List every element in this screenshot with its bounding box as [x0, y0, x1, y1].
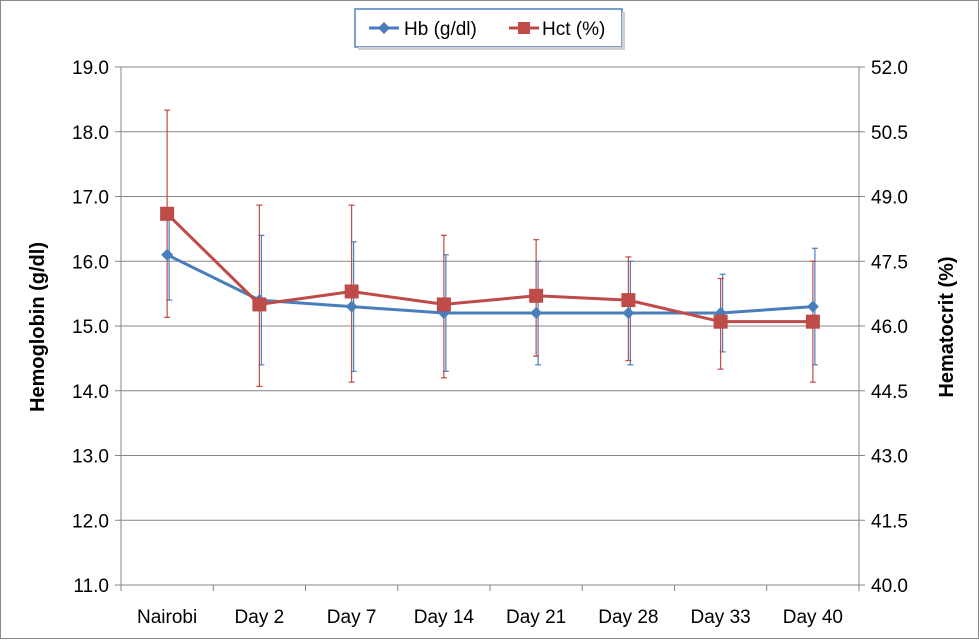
x-tick-label: Day 33 — [691, 607, 751, 628]
y-left-tick-label: 15.0 — [72, 317, 109, 338]
y-axis-left-title: Hemoglobin (g/dl) — [27, 242, 49, 412]
gridlines — [121, 66, 859, 586]
legend-box-shadow-side — [622, 12, 625, 50]
x-tick-label: Nairobi — [137, 607, 197, 628]
legend-hct-square-marker — [518, 22, 530, 34]
x-tick-label: Day 28 — [598, 607, 658, 628]
legend-hct-label: Hct (%) — [542, 19, 605, 40]
x-tick-label: Day 14 — [414, 607, 475, 628]
error-bars — [164, 109, 818, 388]
y-left-tick-label: 17.0 — [72, 188, 109, 209]
hb-data-point — [345, 300, 358, 313]
y-left-tick-label: 16.0 — [72, 252, 109, 273]
hb-data-point — [530, 307, 543, 320]
hct-data-point — [713, 314, 728, 329]
hct-data-point — [252, 297, 267, 312]
x-tick-label: Day 2 — [235, 607, 285, 628]
series-lines — [166, 212, 813, 324]
y-left-tick-label: 18.0 — [72, 123, 109, 144]
hct-data-point — [344, 284, 359, 299]
legend-box-shadow — [358, 47, 625, 50]
y-left-tick-label: 13.0 — [72, 447, 109, 468]
hct-data-point — [805, 314, 820, 329]
hb-data-point — [806, 300, 819, 313]
y-left-tick-label: 19.0 — [72, 58, 109, 79]
hct-data-point — [621, 293, 636, 308]
hb-data-point — [622, 307, 635, 320]
y-right-tick-label: 46.0 — [871, 317, 908, 338]
legend-hb-diamond-marker — [378, 22, 390, 34]
series-markers — [160, 206, 820, 329]
hct-data-point — [160, 206, 175, 221]
y-left-tick-label: 14.0 — [72, 382, 109, 403]
hb-data-point — [161, 248, 174, 261]
y-right-tick-label: 43.0 — [871, 447, 908, 468]
x-tick-label: Day 21 — [506, 607, 566, 628]
hct-data-point — [529, 288, 544, 303]
hct-data-point — [436, 297, 451, 312]
y-right-tick-label: 50.5 — [871, 123, 908, 144]
x-tick-label: Day 7 — [327, 607, 377, 628]
y-right-tick-label: 41.5 — [871, 511, 908, 532]
y-right-tick-label: 40.0 — [871, 576, 908, 597]
legend-hb-label: Hb (g/dl) — [404, 19, 477, 40]
y-axis-right-title: Hematocrit (%) — [936, 256, 958, 397]
y-right-tick-label: 47.5 — [871, 252, 908, 273]
hct-series-line — [166, 212, 813, 324]
y-right-tick-label: 49.0 — [871, 188, 908, 209]
legend: Hb (g/dl) Hct (%) — [354, 8, 625, 50]
y-left-tick-label: 12.0 — [72, 511, 109, 532]
y-right-tick-label: 52.0 — [871, 58, 908, 79]
y-right-tick-label: 44.5 — [871, 382, 908, 403]
axes — [115, 66, 865, 591]
y-left-tick-label: 11.0 — [73, 576, 109, 597]
x-tick-label: Day 40 — [783, 607, 843, 628]
tick-labels: 11.0 40.0 12.0 41.5 13.0 43.0 14.0 44.5 15.0 46.0… — [72, 58, 908, 628]
